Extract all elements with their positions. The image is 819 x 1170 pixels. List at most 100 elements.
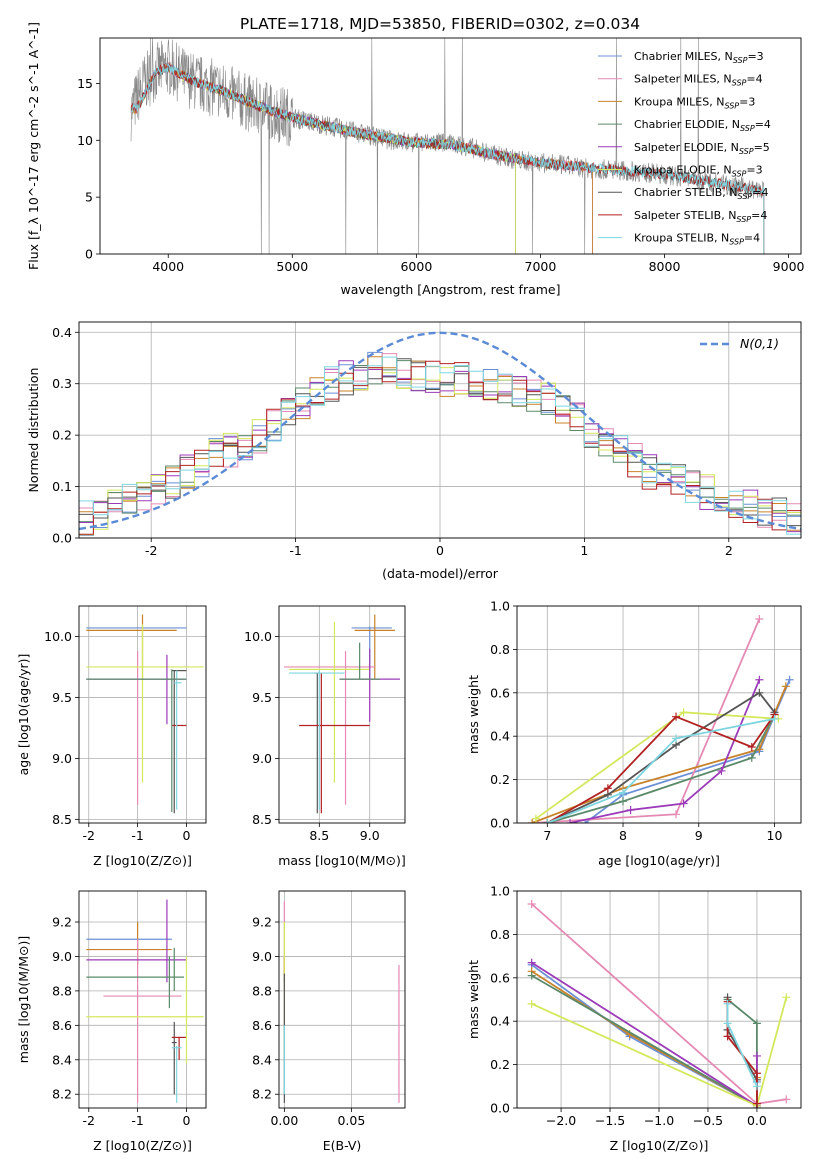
x-tick-label: 7 — [543, 828, 551, 843]
plot-area — [283, 901, 400, 1103]
massweight-point — [785, 675, 794, 684]
massweight-line — [546, 717, 775, 823]
y-tick-label: 0.6 — [490, 970, 510, 985]
y-tick-label: 0.0 — [52, 531, 72, 546]
y-tick-label: 15 — [77, 76, 93, 91]
y-tick-label: 0.0 — [490, 1101, 510, 1116]
massweight-point — [752, 1019, 761, 1028]
x-tick-label: 2 — [725, 543, 733, 558]
y-tick-label: 10.0 — [44, 629, 72, 644]
axes-frame — [278, 890, 406, 1109]
legend-label: Kroupa ELODIE, NSSP=3 — [634, 164, 763, 179]
massweight-point — [747, 753, 756, 762]
x-tick-label: -2 — [83, 1113, 95, 1128]
axes-frame — [78, 605, 207, 824]
plot-area — [79, 331, 801, 538]
residual-histogram — [79, 367, 801, 538]
figure-title: PLATE=1718, MJD=53850, FIBERID=0302, z=0… — [240, 15, 640, 33]
y-tick-label: 0.8 — [490, 927, 510, 942]
x-tick-label: 6000 — [400, 259, 432, 274]
x-axis-label: mass [log10(M/M⊙)] — [278, 853, 406, 868]
plot-area — [86, 614, 204, 814]
massweight-point — [755, 688, 764, 697]
x-tick-label: -1 — [131, 1113, 143, 1128]
mass-vs-metallicity-panel: -2 -1 0 8.2 8.4 8.6 8.8 9.0 9.2 Z [log10(Z/Z⊙)] ma… — [16, 890, 207, 1153]
y-tick-label: 8.6 — [52, 1018, 72, 1033]
legend-label: Chabrier MILES, NSSP=3 — [634, 50, 764, 65]
y-tick-label: 9.5 — [252, 690, 272, 705]
x-tick-label: 8 — [619, 828, 627, 843]
axes-frame — [99, 37, 802, 255]
x-tick-label: 9000 — [773, 259, 805, 274]
y-tick-label: 0.6 — [490, 685, 510, 700]
x-axis-label: (data-model)/error — [382, 566, 499, 581]
x-tick-label: 5000 — [276, 259, 308, 274]
y-tick-label: 8.8 — [52, 983, 72, 998]
massweight-point — [527, 971, 536, 980]
massweight-point — [619, 788, 628, 797]
x-tick-label: -1 — [131, 828, 143, 843]
massweight-point — [603, 784, 612, 793]
y-tick-label: 10 — [77, 133, 93, 148]
x-axis-label: E(B-V) — [323, 1138, 362, 1153]
residual-histogram-panel: -2 -1 0 1 2 0.0 0.1 0.2 0.3 0.4 N(0,1) (data-model)… — [26, 321, 802, 581]
x-axis-label: Z [log10(Z/Z⊙)] — [93, 1138, 192, 1153]
axes-frame — [516, 605, 802, 824]
age-vs-metallicity-panel: -2 -1 0 8.5 9.0 9.5 10.0 Z [log10(Z/Z⊙)] age [lo… — [16, 605, 207, 868]
y-tick-label: 0.4 — [52, 325, 72, 340]
x-tick-label: 9 — [695, 828, 703, 843]
y-tick-label: 0.2 — [52, 428, 72, 443]
x-tick-label: −0.5 — [693, 1113, 723, 1128]
massweight-point — [672, 810, 681, 819]
x-tick-label: 0 — [182, 828, 190, 843]
legend-label: Chabrier STELIB, NSSP=4 — [634, 186, 768, 201]
legend-label: Kroupa MILES, NSSP=3 — [634, 95, 755, 110]
massweight-point — [723, 1019, 732, 1028]
x-tick-label: 0 — [436, 543, 444, 558]
massweight-point — [679, 708, 688, 717]
legend-label: Salpeter MILES, NSSP=4 — [634, 73, 763, 88]
y-axis-label: age [log10(age/yr)] — [16, 654, 31, 776]
x-axis-label: Z [log10(Z/Z⊙)] — [610, 1138, 709, 1153]
y-tick-label: 0.2 — [490, 1057, 510, 1072]
y-tick-label: 0.1 — [52, 479, 72, 494]
y-axis-label: Flux [f_λ 10^-17 erg cm^-2 s^-1 A^-1] — [26, 22, 41, 270]
y-tick-label: 9.2 — [52, 915, 72, 930]
y-tick-label: 9.5 — [52, 690, 72, 705]
massweight-point — [679, 799, 688, 808]
massweight-point — [543, 819, 552, 823]
massweight-point — [626, 805, 635, 814]
legend-label: N(0,1) — [740, 336, 779, 351]
massweight-point — [531, 814, 540, 823]
legend-label: Salpeter ELODIE, NSSP=5 — [634, 141, 770, 156]
y-tick-label: 0.4 — [490, 729, 510, 744]
massweight-point — [528, 819, 537, 823]
massweight-vs-age-panel: 7 8 9 10 0.0 0.2 0.4 0.6 0.8 1.0 age [log10(age/yr… — [466, 599, 802, 868]
residual-histogram — [79, 360, 801, 538]
y-axis-label: mass weight — [466, 675, 481, 754]
plot-area — [528, 615, 794, 823]
x-tick-label: 4000 — [152, 259, 184, 274]
massweight-point — [619, 797, 628, 806]
x-axis-label: wavelength [Angstrom, rest frame] — [340, 282, 560, 297]
x-tick-label: 8.5 — [309, 828, 329, 843]
plot-area — [86, 899, 204, 1103]
axes-frame — [278, 605, 406, 824]
x-tick-label: 1 — [580, 543, 588, 558]
x-tick-label: 7000 — [525, 259, 557, 274]
massweight-point — [752, 1099, 761, 1108]
y-tick-label: 9.0 — [252, 949, 272, 964]
y-tick-label: 1.0 — [490, 599, 510, 614]
x-tick-label: -1 — [289, 543, 301, 558]
age-vs-mass-panel: 8.5 9.0 8.5 9.0 9.5 10.0 mass [log10(M/M⊙)] — [244, 605, 406, 868]
massweight-point — [782, 1095, 791, 1104]
y-tick-label: 8.6 — [252, 1018, 272, 1033]
gaussian-curve — [79, 331, 801, 531]
y-tick-label: 8.4 — [52, 1052, 72, 1067]
massweight-point — [770, 714, 779, 723]
residual-histogram — [79, 356, 801, 538]
y-tick-label: 0.0 — [490, 816, 510, 831]
y-tick-label: 0.2 — [490, 772, 510, 787]
massweight-point — [672, 734, 681, 743]
